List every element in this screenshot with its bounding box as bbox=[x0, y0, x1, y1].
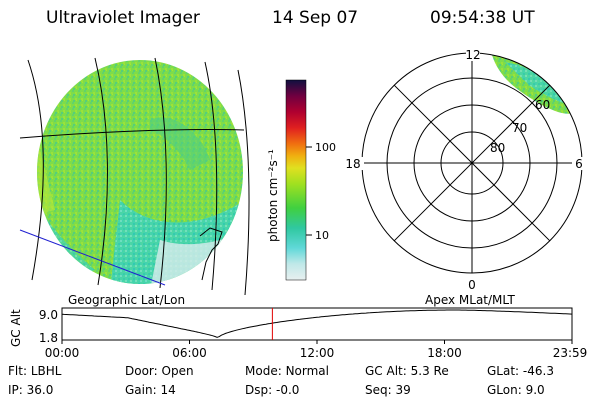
y-tick-max: 9.0 bbox=[39, 308, 58, 322]
mlat-label-70: 70 bbox=[512, 121, 527, 135]
colorbar-tick-100: 100 bbox=[315, 141, 336, 154]
mlat-label-60: 60 bbox=[535, 98, 550, 112]
x-tick-0600: 06:00 bbox=[172, 346, 207, 360]
gain-info: Gain: 14 bbox=[125, 383, 176, 397]
mlt-label-6: 6 bbox=[575, 157, 583, 171]
mlt-label-12: 12 bbox=[465, 48, 480, 62]
door-info: Door: Open bbox=[125, 364, 194, 378]
apex-label: Apex MLat/MLT bbox=[425, 293, 515, 307]
meridian-line bbox=[27, 59, 44, 281]
seq-info: Seq: 39 bbox=[365, 383, 411, 397]
geographic-grid bbox=[19, 57, 250, 295]
colorbar-tick-10: 10 bbox=[315, 229, 329, 242]
x-tick-0000: 00:00 bbox=[45, 346, 80, 360]
glon-info: GLon: 9.0 bbox=[487, 383, 545, 397]
colorbar-unit-label: photon cm⁻²s⁻¹ bbox=[266, 149, 280, 242]
mlt-label-18: 18 bbox=[345, 157, 360, 171]
mlt-label-0: 0 bbox=[468, 278, 476, 292]
glat-info: GLat: -46.3 bbox=[487, 364, 554, 378]
x-tick-2359: 23:59 bbox=[553, 346, 588, 360]
mlt-line-diagonal bbox=[393, 84, 551, 242]
auroral-image bbox=[37, 60, 243, 284]
ip-info: IP: 36.0 bbox=[8, 383, 53, 397]
date-label: 14 Sep 07 bbox=[272, 8, 359, 28]
meridian-line bbox=[237, 69, 250, 295]
y-tick-min: 1.8 bbox=[39, 331, 58, 345]
x-tick-1200: 12:00 bbox=[300, 346, 335, 360]
altitude-trace bbox=[61, 309, 573, 338]
meridian-line bbox=[94, 57, 108, 286]
time-label: 09:54:38 UT bbox=[430, 8, 535, 28]
dsp-info: Dsp: -0.0 bbox=[245, 383, 299, 397]
parallel-line bbox=[19, 129, 245, 139]
gc-alt-axis-label: GC Alt bbox=[9, 309, 23, 347]
altitude-plot: GC Alt 9.0 1.8 00:00 06:00 12:00 18:00 2… bbox=[9, 307, 588, 360]
color-bar bbox=[285, 79, 307, 281]
instrument-title: Ultraviolet Imager bbox=[46, 8, 200, 28]
x-tick-1800: 18:00 bbox=[427, 346, 462, 360]
coastline bbox=[199, 227, 223, 281]
altitude-frame bbox=[61, 307, 573, 341]
meridian-line bbox=[154, 57, 167, 289]
mlat-label-80: 80 bbox=[490, 141, 505, 155]
mode-info: Mode: Normal bbox=[245, 364, 329, 378]
geographic-label: Geographic Lat/Lon bbox=[68, 293, 185, 307]
terminator-line bbox=[19, 229, 166, 286]
gc-alt-info: GC Alt: 5.3 Re bbox=[365, 364, 449, 378]
polar-plot: 12 18 6 0 60 70 80 bbox=[342, 48, 584, 292]
meridian-line bbox=[204, 61, 218, 291]
filter-info: Flt: LBHL bbox=[8, 364, 62, 378]
status-info: Flt: LBHL IP: 36.0 Door: Open Gain: 14 M… bbox=[8, 364, 554, 397]
